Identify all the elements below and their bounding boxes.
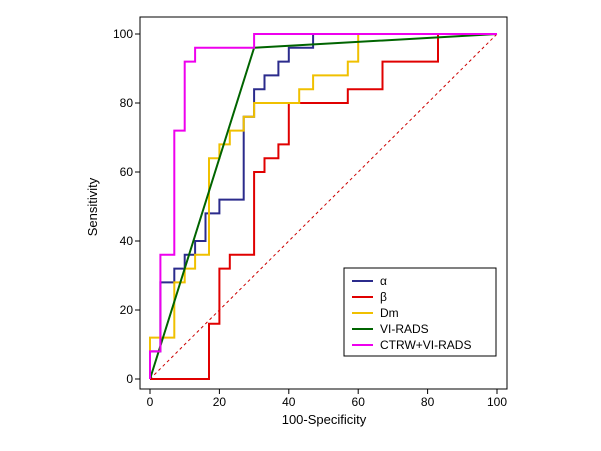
legend-label-3: VI-RADS: [380, 322, 429, 336]
y-tick-label-100: 100: [113, 27, 133, 41]
x-tick-label-20: 20: [213, 395, 227, 409]
series-line-1: [150, 33, 497, 380]
series-line-4: [149, 33, 497, 379]
y-tick-label-60: 60: [120, 165, 134, 179]
legend-label-4: CTRW+VI-RADS: [380, 338, 471, 352]
y-tick-label-0: 0: [126, 372, 133, 386]
x-tick-label-60: 60: [352, 395, 366, 409]
series-line-0: [149, 33, 497, 379]
legend-label-2: Dm: [380, 306, 399, 320]
series-line-2: [149, 33, 497, 379]
plot-area: 0 20 40 60 80 100 0 20 40 60 80 100: [113, 16, 508, 409]
plot-frame: [139, 16, 508, 390]
legend-label-0: α: [380, 274, 387, 288]
x-tick-label-100: 100: [487, 395, 507, 409]
x-tick-label-40: 40: [282, 395, 296, 409]
legend-label-1: β: [380, 290, 387, 304]
x-tick-label-80: 80: [421, 395, 435, 409]
legend: αβ Dm VI-RADS CTRW+VI-RADS: [343, 267, 497, 357]
x-tick-label-0: 0: [147, 395, 154, 409]
x-axis-label: 100-Specificity: [282, 412, 367, 427]
y-tick-label-20: 20: [120, 303, 134, 317]
y-tick-label-40: 40: [120, 234, 134, 248]
y-tick-label-80: 80: [120, 96, 134, 110]
y-axis-label: Sensitivity: [85, 177, 100, 236]
